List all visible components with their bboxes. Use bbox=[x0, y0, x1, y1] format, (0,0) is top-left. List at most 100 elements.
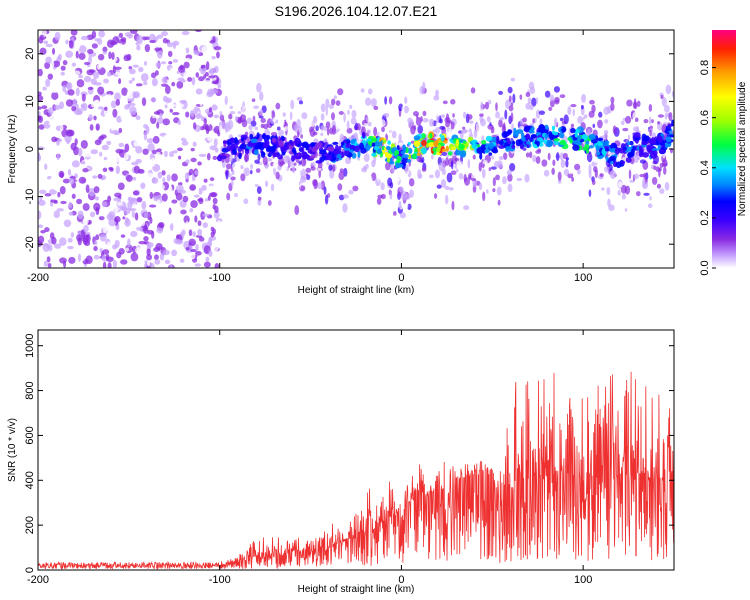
spectral-cell bbox=[68, 211, 74, 216]
spectral-cell bbox=[150, 72, 157, 79]
x-tick-label: -100 bbox=[209, 574, 231, 586]
spectral-cell bbox=[130, 230, 138, 238]
spectral-cell bbox=[56, 208, 64, 212]
spectral-cell bbox=[548, 106, 553, 112]
spectral-cell bbox=[203, 178, 208, 183]
spectral-cell bbox=[352, 138, 357, 142]
spectral-cell bbox=[429, 174, 434, 179]
spectral-cell bbox=[404, 193, 411, 200]
spectral-cell bbox=[439, 118, 443, 124]
spectral-cell bbox=[575, 128, 580, 134]
spectral-cell bbox=[507, 173, 513, 182]
spectral-cell bbox=[115, 148, 124, 154]
spectral-cell bbox=[59, 186, 66, 195]
spectral-cell bbox=[114, 208, 119, 213]
spectral-cell bbox=[294, 205, 300, 216]
spectral-cell bbox=[112, 259, 118, 268]
spectral-cell bbox=[42, 138, 46, 143]
spectral-cell bbox=[511, 123, 514, 133]
spectral-cell bbox=[661, 96, 667, 107]
spectral-cell bbox=[435, 89, 439, 97]
spectral-cell bbox=[343, 112, 346, 123]
spectral-cell bbox=[114, 231, 121, 241]
spectral-cell bbox=[116, 43, 123, 47]
spectral-cell bbox=[445, 113, 450, 122]
spectral-cell bbox=[622, 127, 629, 132]
spectral-cell bbox=[161, 215, 167, 222]
spectral-cell bbox=[106, 71, 112, 77]
spectral-cell bbox=[131, 77, 136, 82]
spectral-cell bbox=[127, 200, 133, 210]
spectral-cell bbox=[140, 182, 146, 190]
spectral-cell bbox=[68, 201, 73, 209]
spectral-cell bbox=[407, 147, 413, 154]
spectral-cell bbox=[43, 120, 51, 129]
spectral-cell bbox=[121, 87, 128, 96]
spectral-cell bbox=[636, 201, 643, 209]
spectral-cell bbox=[205, 256, 210, 262]
spectral-cell bbox=[559, 185, 564, 192]
spectral-cell bbox=[451, 146, 457, 151]
spectral-cell bbox=[279, 119, 285, 127]
spectral-cell bbox=[45, 43, 53, 48]
spectral-cell bbox=[249, 133, 254, 140]
spectral-cell bbox=[175, 212, 179, 217]
spectral-cell bbox=[44, 215, 51, 220]
spectral-cell bbox=[38, 111, 41, 116]
spectral-cell bbox=[191, 76, 196, 86]
spectral-cell bbox=[208, 238, 213, 247]
spectral-cell bbox=[83, 61, 91, 66]
spectral-cell bbox=[212, 155, 218, 160]
spectral-cell bbox=[257, 153, 261, 161]
spectral-cell bbox=[248, 124, 253, 131]
spectral-cell bbox=[485, 135, 493, 142]
spectral-cell bbox=[524, 125, 531, 131]
spectral-cell bbox=[451, 155, 458, 165]
spectral-cell bbox=[558, 126, 564, 133]
colorbar-ticks: 0.0 0.2 0.4 0.6 0.8 bbox=[699, 60, 716, 276]
spectral-cell bbox=[478, 141, 482, 145]
spectral-cell bbox=[58, 50, 66, 55]
spectral-cell bbox=[326, 127, 330, 136]
spectral-cell bbox=[165, 97, 172, 103]
spectral-cell bbox=[502, 176, 507, 185]
spectral-cell bbox=[89, 211, 96, 218]
spectral-cell bbox=[99, 233, 107, 242]
spectral-cell bbox=[213, 46, 222, 51]
spectral-cell bbox=[150, 157, 156, 166]
spectral-cell bbox=[379, 119, 386, 127]
spectral-cell bbox=[211, 132, 217, 137]
spectral-cell bbox=[149, 191, 154, 200]
spectral-cell bbox=[571, 177, 575, 182]
spectral-cell bbox=[596, 151, 601, 156]
spectral-cell bbox=[193, 49, 200, 56]
spectral-cell bbox=[181, 140, 189, 146]
spectral-cell bbox=[543, 169, 550, 177]
spectral-cell bbox=[136, 226, 144, 231]
spectral-cell bbox=[221, 121, 227, 130]
spectral-cell bbox=[85, 255, 93, 265]
spectral-cell bbox=[610, 142, 618, 150]
spectral-cell bbox=[293, 162, 297, 166]
spectral-cell bbox=[335, 144, 339, 151]
spectral-cell bbox=[113, 155, 121, 163]
spectral-cell bbox=[154, 47, 162, 51]
spectral-cell bbox=[71, 160, 80, 168]
spectral-cell bbox=[405, 175, 408, 181]
spectral-cell bbox=[300, 134, 304, 139]
colorbar-gradient bbox=[712, 30, 736, 268]
spectral-cell bbox=[420, 147, 427, 154]
spectral-cell bbox=[272, 152, 279, 157]
spectral-cell bbox=[338, 145, 342, 153]
spectral-cell bbox=[322, 165, 327, 171]
spectral-cell bbox=[82, 217, 89, 225]
spectral-cell bbox=[476, 146, 484, 155]
spectral-cell bbox=[384, 161, 391, 171]
spectral-cell bbox=[69, 178, 75, 185]
spectral-cell bbox=[525, 92, 531, 98]
spectral-cell bbox=[316, 182, 323, 189]
spectral-cell bbox=[544, 133, 548, 140]
spectral-cell bbox=[78, 147, 83, 157]
spectral-cell bbox=[371, 152, 377, 157]
